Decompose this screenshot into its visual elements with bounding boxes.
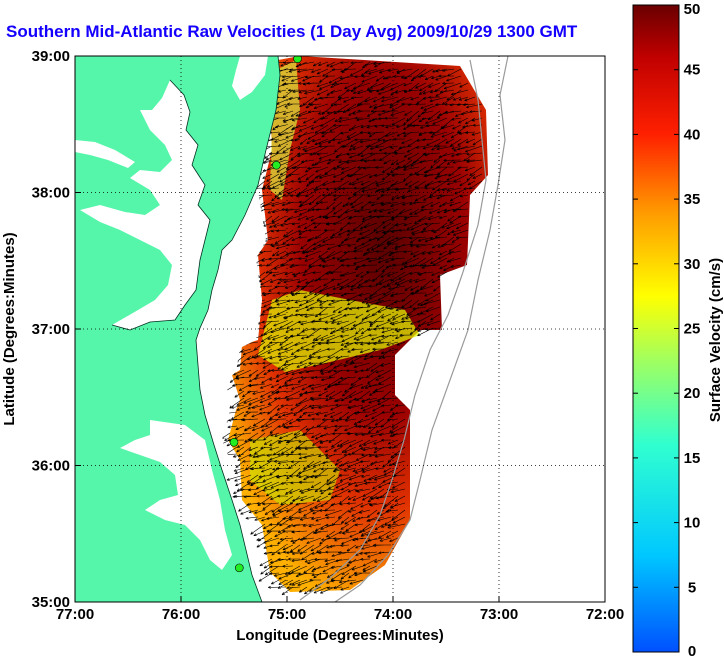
colorbar-tick-label: 25 [684,321,701,338]
colorbar-tick-label: 0 [688,643,696,659]
grid-lines [75,56,605,602]
x-tick-label: 74:00 [374,606,412,623]
colorbar-label: Surface Velocity (cm/s) [707,258,724,422]
x-tick-label: 76:00 [162,606,200,623]
colorbar [632,4,680,653]
colorbar-tick-label: 30 [684,256,701,273]
land-mainland [75,56,280,602]
shoreline [195,56,281,602]
bathymetry-contour-outer [334,56,509,602]
station-marker [272,160,281,170]
colorbar-tick-label: 40 [684,126,701,143]
y-tick-label: 37:00 [32,321,70,338]
colorbar-tick-label: 15 [684,450,701,467]
station-marker [293,56,302,64]
x-tick-label: 75:00 [268,606,306,623]
colorbar-tick-label: 50 [684,1,701,18]
chart-title: Southern Mid-Atlantic Raw Velocities (1 … [6,22,578,41]
chesapeake-bay [80,80,210,330]
colorbar-tick-label: 5 [688,579,696,596]
pamlico-sound [120,420,232,570]
coastal-ocean [196,190,266,470]
y-axis-label: Latitude (Degrees:Minutes) [1,232,18,425]
colorbar-tick-label: 45 [684,62,701,79]
x-tick-label: 73:00 [480,606,518,623]
potomac-river [75,140,135,168]
y-tick-label: 39:00 [32,48,70,65]
colorbar-tick-label: 10 [684,515,701,532]
y-tick-label: 38:00 [32,185,70,202]
y-tick-label: 36:00 [32,458,70,475]
station-marker [229,437,239,447]
radar-stations [229,56,302,573]
x-tick-label: 72:00 [586,606,624,623]
y-tick-label: 35:00 [32,594,70,611]
x-axis-label: Longitude (Degrees:Minutes) [236,627,444,644]
x-tick-label: 77:00 [56,606,94,623]
colorbar-tick-label: 35 [684,191,701,208]
bay-shoreline [111,79,211,331]
station-marker [235,563,244,573]
colorbar-tick-label: 20 [684,385,701,402]
delaware-bay [232,56,268,100]
bathymetry-contour [299,59,487,601]
